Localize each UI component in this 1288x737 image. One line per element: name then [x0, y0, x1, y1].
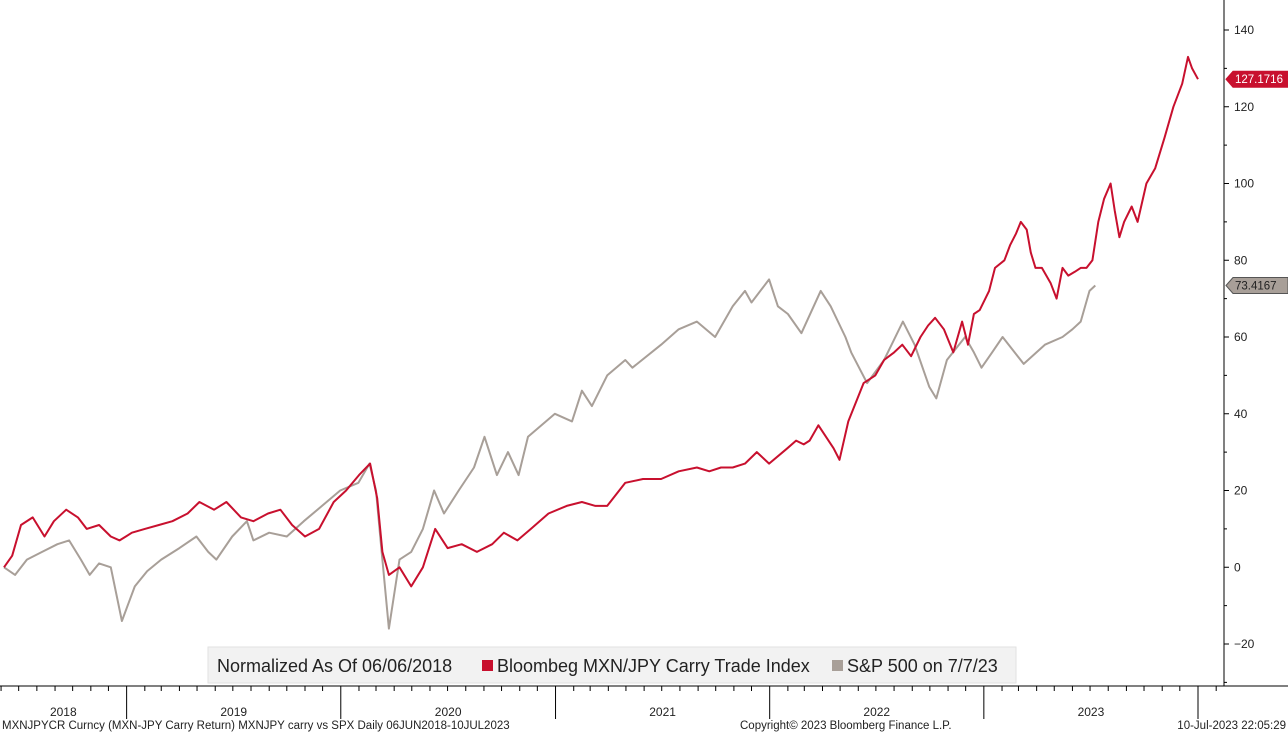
y-tick-label: −20: [1234, 637, 1255, 651]
carry-last-value-label: 127.1716: [1235, 74, 1283, 86]
legend-note: Normalized As Of 06/06/2018: [217, 656, 452, 676]
x-tick-label: 2023: [1078, 705, 1105, 719]
y-tick-label: 120: [1234, 100, 1254, 114]
legend-box: [207, 646, 1017, 684]
footer-timestamp: 10-Jul-2023 22:05:29: [1177, 720, 1286, 732]
legend-swatch-sp500: [832, 660, 843, 671]
x-tick-label: 2021: [649, 705, 676, 719]
carry-last-value-tag: [1225, 70, 1288, 88]
x-tick-label: 2022: [863, 705, 890, 719]
y-tick-label: 140: [1234, 23, 1254, 37]
sp500-line: [3, 278, 1096, 630]
sp500-last-value-tag: [1225, 277, 1288, 295]
legend-label-sp500: S&P 500 on 7/7/23: [847, 656, 998, 676]
y-tick-label: 0: [1234, 560, 1241, 574]
y-tick-label: 80: [1234, 253, 1248, 267]
y-tick-label: 100: [1234, 177, 1254, 191]
x-tick-label: 2019: [220, 705, 247, 719]
y-tick-label: 60: [1234, 330, 1248, 344]
sp500-last-value-label: 73.4167: [1235, 281, 1277, 293]
y-tick-label: 40: [1234, 407, 1248, 421]
legend-label-carry: Bloombeg MXN/JPY Carry Trade Index: [497, 656, 810, 676]
y-tick-label: 20: [1234, 484, 1248, 498]
carry-index-line: [3, 55, 1199, 588]
footer-copyright: Copyright© 2023 Bloomberg Finance L.P.: [740, 720, 952, 732]
footer-ticker-description: MXNJPYCR Curncy (MXN-JPY Carry Return) M…: [2, 720, 510, 732]
x-tick-label: 2018: [50, 705, 77, 719]
legend-swatch-carry: [482, 660, 493, 671]
x-tick-label: 2020: [435, 705, 462, 719]
